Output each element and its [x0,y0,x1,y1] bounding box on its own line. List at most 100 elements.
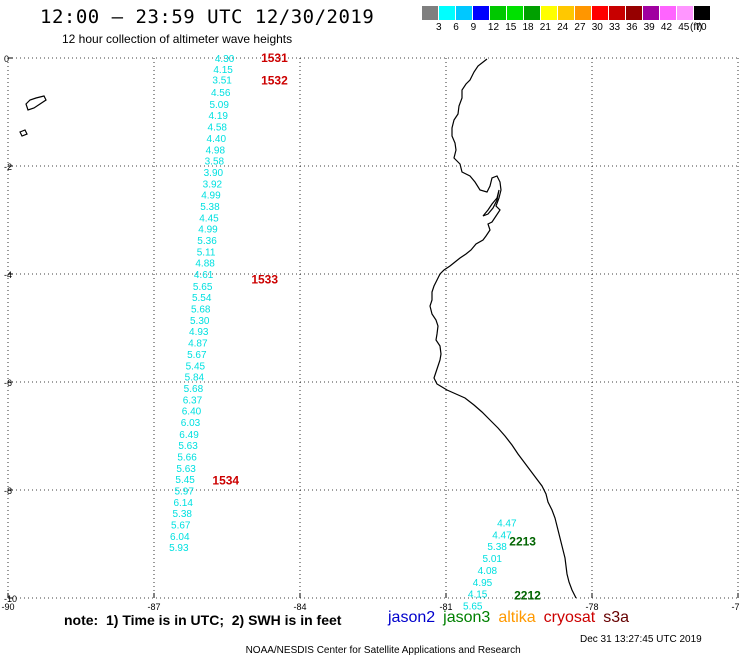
legend-label: 9 [470,22,477,33]
wave-height-value: 5.38 [487,542,507,553]
wave-height-value: 5.11 [197,247,216,258]
legend-swatch [456,6,473,20]
legend-swatch [439,6,456,20]
lat-tick-label: -8 [4,486,12,496]
wave-height-value: 4.98 [206,145,226,156]
footer: NOAA/NESDIS Center for Satellite Applica… [240,634,702,667]
lat-tick-label: -10 [4,594,17,604]
legend-swatch [541,6,558,20]
page-subtitle: 12 hour collection of altimeter wave hei… [62,32,293,46]
legend-swatch [558,6,575,20]
wave-height-value: 5.93 [169,543,189,554]
wave-height-value: 4.99 [201,191,221,202]
legend-label: 24 [557,22,569,33]
satellite-label-jason2: jason2 [388,609,436,626]
wave-height-value: 6.14 [173,498,193,509]
wave-height-value: 5.54 [192,293,212,304]
wave-height-value: 6.04 [170,532,190,543]
wave-height-value: 5.67 [187,350,207,361]
wave-height-value: 5.84 [185,373,205,384]
time-label: 2212 [514,588,541,602]
legend-swatch [609,6,626,20]
legend-swatch [677,6,694,20]
time-label: 1533 [251,272,278,286]
wave-height-value: 5.66 [177,453,197,464]
wave-height-value: 4.40 [207,134,227,145]
altimeter-tracks: 4.304.153.514.565.094.194.584.404.983.58… [169,54,517,613]
legend-label: 12 [487,22,500,33]
wave-height-value: 4.58 [208,123,228,134]
lon-tick-label: -75 [731,602,740,612]
legend-label: 27 [574,22,586,33]
wave-height-value: 5.65 [463,602,483,613]
wave-height-value: 4.99 [198,225,218,236]
wave-height-value: 5.68 [191,305,211,316]
time-labels: 1531 1532 1533 1534 2213 2212 [212,51,541,602]
wave-height-value: 6.49 [179,430,199,441]
axis-labels: 0 -2 -4 -6 -8 -10-90 -87 -84 -81 -78 -75 [1,54,740,612]
time-label: 1531 [261,51,288,65]
satellite-legend: jason2 jason3 altika cryosat s3a [388,609,637,627]
legend-label: 3 [436,22,442,33]
legend-label: 18 [522,22,534,33]
wave-height-value: 4.56 [211,88,231,99]
wave-height-value: 5.30 [190,316,210,327]
legend-label: 45 [678,22,690,33]
wave-height-value: 4.08 [478,566,498,577]
wave-height-value: 5.67 [171,521,191,532]
time-label: 1534 [212,473,239,487]
time-label: 1532 [261,74,288,88]
wave-height-value: 5.36 [197,236,217,247]
page-title: 12:00 — 23:59 UTC 12/30/2019 [40,6,375,28]
wave-height-value: 4.88 [195,259,215,270]
wave-height-value: 4.47 [492,530,512,541]
legend-swatch [694,6,711,20]
gulf-of-guayaquil-island [482,189,500,217]
satellite-label-altika: altika [498,609,536,626]
legend-label: 6 [453,22,459,33]
legend-label: 70 [695,22,707,33]
satellite-label-jason3: jason3 [443,609,491,626]
legend-label: 15 [505,22,517,33]
legend-swatch [473,6,490,20]
satellite-label-s3a: s3a [603,609,630,626]
lat-tick-label: -6 [4,378,12,388]
legend-swatch [575,6,592,20]
wave-height-value: 4.93 [189,327,209,338]
wave-height-value: 4.15 [468,590,488,601]
wave-height-value: 4.30 [215,54,235,65]
note-text: note: 1) Time is in UTC; 2) SWH is in fe… [64,612,342,628]
lon-tick-label: -87 [147,602,160,612]
coastline [429,58,577,599]
wave-height-value: 6.03 [181,418,201,429]
wave-height-value: 3.92 [203,179,223,190]
legend-swatch [422,6,439,20]
lat-tick-label: -4 [4,270,12,280]
wave-height-value: 3.90 [204,168,224,179]
lon-tick-label: -78 [585,602,598,612]
wave-height-value: 4.95 [473,578,493,589]
galapagos-island-large [25,95,47,111]
legend-swatch [490,6,507,20]
satellite-label-cryosat: cryosat [543,609,596,626]
lon-tick-label: -84 [293,602,306,612]
legend-label: 36 [626,22,638,33]
wave-height-value: 4.47 [497,518,517,529]
wave-height-value: 5.09 [209,100,229,111]
wave-height-value: 5.68 [184,384,204,395]
lat-tick-label: 0 [4,54,9,64]
legend-swatch [660,6,677,20]
lat-lon-grid [7,57,739,599]
lat-tick-label: -2 [4,162,12,172]
legend-swatch [643,6,660,20]
legend-swatch [524,6,541,20]
wave-height-value: 5.45 [186,361,206,372]
wave-height-value: 4.61 [194,270,214,281]
legend-label: 30 [591,22,603,33]
legend-label: 42 [660,22,673,33]
time-label: 2213 [509,534,536,548]
wave-height-value: 4.19 [209,111,229,122]
wave-height-value: 5.38 [200,202,220,213]
legend-label: 33 [609,22,621,33]
legend-swatch [507,6,524,20]
